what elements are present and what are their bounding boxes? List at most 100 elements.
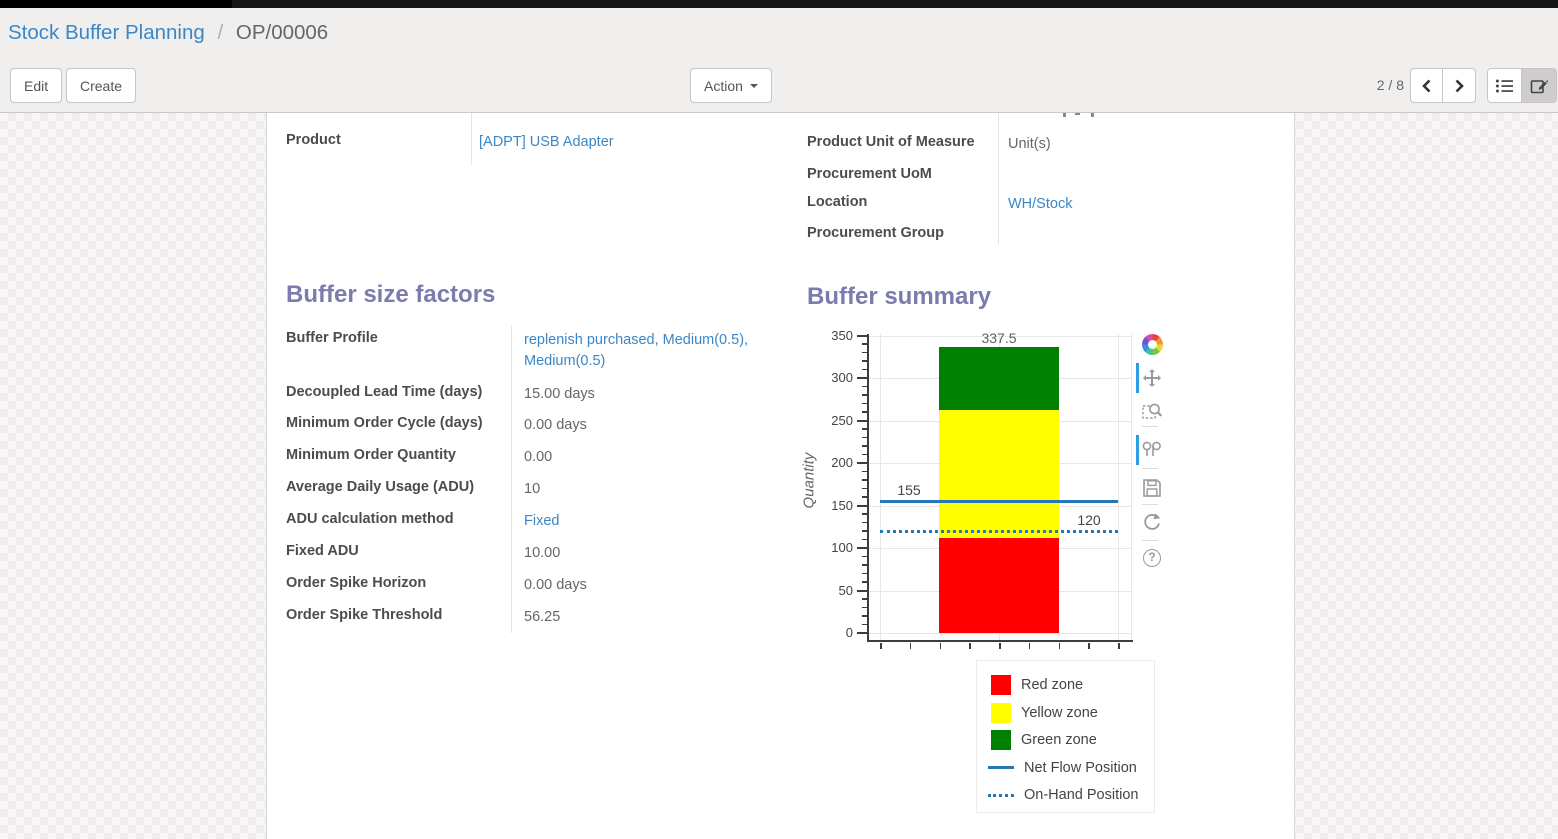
y-tick xyxy=(862,496,867,498)
form-view-button[interactable] xyxy=(1522,68,1557,103)
legend-item[interactable]: On-Hand Position xyxy=(977,784,1154,806)
control-panel: Stock Buffer Planning / OP/00006 Edit Cr… xyxy=(0,8,1558,113)
breadcrumb-parent-link[interactable]: Stock Buffer Planning xyxy=(8,21,205,44)
x-tick xyxy=(1118,643,1120,649)
reset-refresh-icon[interactable] xyxy=(1140,510,1164,534)
value-unit: days xyxy=(556,577,587,593)
breadcrumb-separator: / xyxy=(217,21,224,44)
group-separator xyxy=(511,325,512,633)
field-value-link[interactable]: replenish purchased, Medium(0.5), Medium… xyxy=(524,330,780,372)
zone-bar-yellow-zone[interactable] xyxy=(939,410,1059,538)
y-tick xyxy=(857,334,867,337)
edit-button[interactable]: Edit xyxy=(10,68,63,103)
legend-label: On-Hand Position xyxy=(1024,787,1139,803)
value-text: 0.00 xyxy=(524,417,553,433)
value-unit: days xyxy=(564,386,595,402)
y-tick xyxy=(862,453,867,456)
field-label: Order Spike Horizon xyxy=(286,575,427,591)
y-tick xyxy=(862,606,867,609)
value-text: 56.25 xyxy=(524,609,561,625)
gridline xyxy=(869,335,1131,337)
create-button[interactable]: Create xyxy=(66,68,137,103)
field-label: Procurement UoM xyxy=(807,166,932,182)
group-separator xyxy=(998,113,999,244)
legend-item[interactable]: Red zone xyxy=(977,674,1154,696)
plotly-logo-icon[interactable] xyxy=(1140,332,1164,356)
field-value: 15.00 days xyxy=(524,384,780,405)
y-tick xyxy=(862,479,867,481)
action-label: Action xyxy=(704,77,743,94)
save-icon[interactable] xyxy=(1140,476,1164,500)
field-label: Buffer Profile xyxy=(286,330,378,346)
pan-icon[interactable] xyxy=(1140,366,1164,390)
pager-count[interactable]: 2 / 8 xyxy=(1376,77,1404,93)
y-tick-label: 0 xyxy=(845,625,853,640)
y-tick xyxy=(862,351,867,354)
legend-item[interactable]: Green zone xyxy=(977,729,1154,751)
line-value-label: 155 xyxy=(897,482,921,499)
value-text: 10 xyxy=(524,481,541,497)
value-text: Fixed xyxy=(524,513,560,529)
chevron-left-icon xyxy=(1421,79,1430,92)
legend-item[interactable]: Yellow zone xyxy=(977,702,1154,724)
legend-item[interactable]: Net Flow Position xyxy=(977,757,1154,779)
y-tick xyxy=(862,385,867,388)
pager-next-button[interactable] xyxy=(1443,68,1476,103)
line-value-label: 120 xyxy=(1077,512,1101,529)
y-tick xyxy=(862,623,867,625)
on-hand-position-line xyxy=(880,529,1118,533)
field-label: Minimum Order Quantity xyxy=(286,447,456,463)
field-value: 0.00 days xyxy=(524,575,780,596)
modebar-divider xyxy=(1142,504,1158,505)
form-view-icon xyxy=(1530,80,1548,94)
value-text: 0.00 xyxy=(524,577,553,593)
list-view-button[interactable] xyxy=(1487,68,1522,103)
value-unit: days xyxy=(556,417,587,433)
x-tick xyxy=(939,643,941,649)
y-tick xyxy=(862,615,867,617)
y-tick xyxy=(862,445,867,447)
form-sheet: Product [ADPT] USB Adapter Product Unit o… xyxy=(266,113,1295,839)
help-icon[interactable]: ? xyxy=(1140,546,1164,570)
box-zoom-icon[interactable] xyxy=(1140,399,1164,423)
y-tick xyxy=(857,419,867,422)
field-value-link[interactable]: Fixed xyxy=(524,511,780,532)
buffer-summary-chart: Quantity xyxy=(801,322,1173,662)
y-tick xyxy=(862,564,867,566)
hover-compare-icon[interactable] xyxy=(1140,438,1164,462)
y-axis xyxy=(867,334,869,642)
y-tick-label: 100 xyxy=(831,540,853,556)
y-tick xyxy=(862,487,867,490)
zone-bar-red-zone[interactable] xyxy=(939,537,1059,633)
field-label: Product xyxy=(286,132,341,148)
field-value: 10.00 xyxy=(524,543,780,564)
gridline xyxy=(1131,334,1132,640)
action-dropdown-button[interactable]: Action xyxy=(690,68,772,103)
y-tick xyxy=(862,530,867,532)
value-text: WH/Stock xyxy=(1008,196,1073,212)
field-value-link[interactable]: [ADPT] USB Adapter xyxy=(479,132,729,153)
zone-bar-green-zone[interactable] xyxy=(939,346,1059,411)
value-text: 10.00 xyxy=(524,545,561,561)
legend-swatch xyxy=(991,702,1011,723)
legend-label: Net Flow Position xyxy=(1024,759,1137,776)
y-tick xyxy=(862,436,867,439)
chart-legend: Red zone Yellow zone Green zone Net Flow Po… xyxy=(976,660,1155,813)
breadcrumb-current: OP/00006 xyxy=(235,21,329,44)
legend-swatch xyxy=(991,730,1011,750)
y-tick xyxy=(857,547,867,550)
x-tick xyxy=(999,643,1001,649)
legend-label: Red zone xyxy=(1021,677,1084,693)
view-switcher xyxy=(1487,68,1557,103)
pager-previous-button[interactable] xyxy=(1410,68,1443,103)
value-text: 15.00 xyxy=(524,386,561,402)
field-value-link[interactable]: WH/Stock xyxy=(1008,194,1228,215)
y-tick xyxy=(862,513,867,515)
field-label: Average Daily Usage (ADU) xyxy=(286,479,475,495)
gridline xyxy=(869,633,1131,634)
x-tick xyxy=(909,643,912,649)
modebar-active-indicator xyxy=(1136,435,1139,465)
y-tick-label: 50 xyxy=(838,582,853,598)
field-value: Unit(s) xyxy=(1008,134,1228,155)
y-tick xyxy=(862,581,867,583)
